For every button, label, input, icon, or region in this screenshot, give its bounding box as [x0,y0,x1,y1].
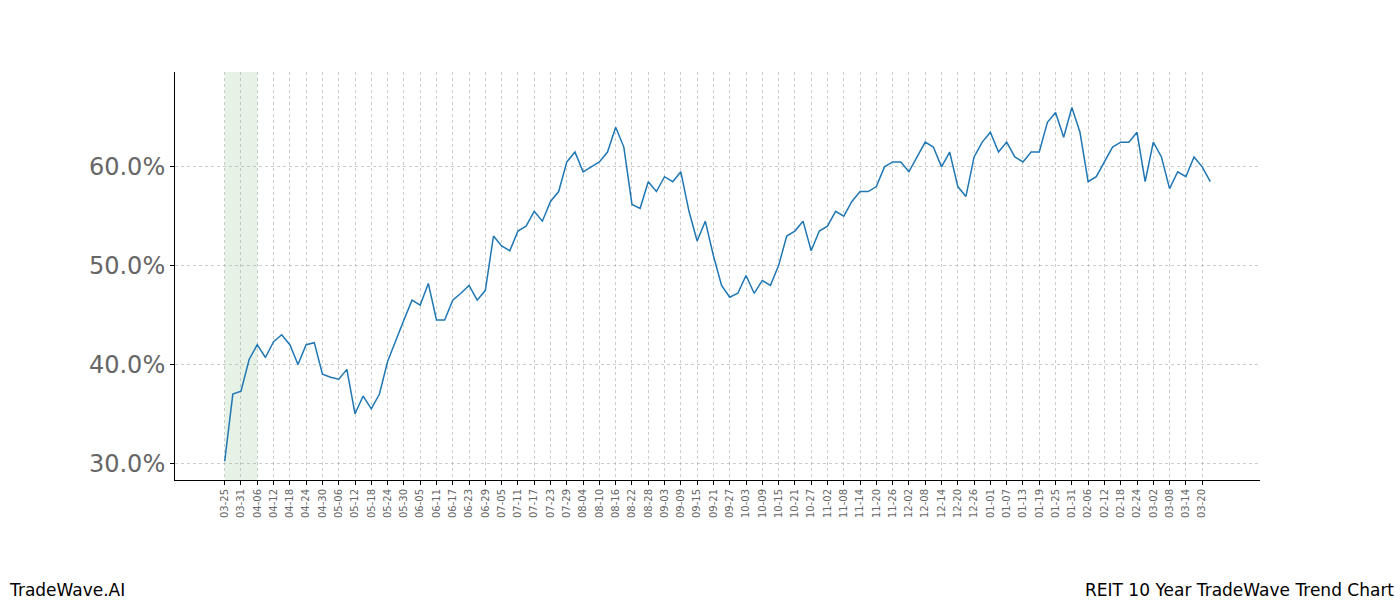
svg-text:09-21: 09-21 [708,489,719,518]
svg-text:03-08: 03-08 [1164,489,1175,518]
svg-text:03-02: 03-02 [1148,489,1159,518]
svg-text:09-15: 09-15 [691,489,702,518]
svg-text:02-06: 02-06 [1082,489,1093,518]
svg-text:07-23: 07-23 [545,489,556,518]
svg-text:11-02: 11-02 [822,489,833,518]
svg-text:05-30: 05-30 [398,489,409,518]
svg-text:04-30: 04-30 [317,489,328,518]
svg-text:12-14: 12-14 [936,489,947,518]
svg-text:12-26: 12-26 [968,489,979,518]
svg-text:06-23: 06-23 [463,489,474,518]
svg-text:04-12: 04-12 [268,489,279,518]
svg-text:05-18: 05-18 [366,489,377,518]
svg-text:11-14: 11-14 [854,489,865,518]
svg-text:03-31: 03-31 [235,489,246,518]
svg-text:07-05: 07-05 [496,489,507,518]
svg-text:07-17: 07-17 [528,489,539,518]
svg-text:03-20: 03-20 [1196,489,1207,518]
svg-text:04-06: 04-06 [252,489,263,518]
svg-text:06-17: 06-17 [447,489,458,518]
svg-text:09-27: 09-27 [724,489,735,518]
svg-text:01-19: 01-19 [1034,489,1045,518]
svg-text:10-15: 10-15 [773,489,784,518]
svg-text:08-28: 08-28 [643,489,654,518]
svg-text:03-25: 03-25 [219,489,230,518]
svg-text:08-04: 08-04 [577,489,588,518]
svg-text:09-09: 09-09 [675,489,686,518]
svg-text:01-31: 01-31 [1066,489,1077,518]
svg-text:09-03: 09-03 [659,489,670,518]
svg-text:2024-03-25 to 2024-04-05: 2024-03-25 to 2024-04-05 [1142,0,1367,1]
svg-text:11-20: 11-20 [871,489,882,518]
svg-text:04-18: 04-18 [284,489,295,518]
svg-text:11-26: 11-26 [887,489,898,518]
svg-text:10-03: 10-03 [740,489,751,518]
svg-text:10-21: 10-21 [789,489,800,518]
svg-text:50.0%: 50.0% [89,252,165,280]
svg-text:01-13: 01-13 [1017,489,1028,518]
svg-text:12-02: 12-02 [903,489,914,518]
svg-text:05-24: 05-24 [382,489,393,518]
svg-text:01-07: 01-07 [1001,489,1012,518]
svg-text:05-06: 05-06 [333,489,344,518]
svg-text:06-11: 06-11 [431,489,442,518]
svg-text:02-24: 02-24 [1131,489,1142,518]
svg-text:07-29: 07-29 [561,489,572,518]
svg-text:01-25: 01-25 [1050,489,1061,518]
svg-text:10-27: 10-27 [805,489,816,518]
svg-text:07-11: 07-11 [512,489,523,518]
svg-text:12-20: 12-20 [952,489,963,518]
svg-text:08-22: 08-22 [626,489,637,518]
svg-text:TradeWave.AI: TradeWave.AI [9,580,125,600]
svg-text:11-08: 11-08 [838,489,849,518]
svg-text:REIT 10 Year TradeWave Trend C: REIT 10 Year TradeWave Trend Chart [1085,580,1394,600]
svg-text:12-08: 12-08 [919,489,930,518]
svg-text:04-24: 04-24 [300,489,311,518]
svg-text:10-09: 10-09 [757,489,768,518]
svg-text:03-14: 03-14 [1180,489,1191,518]
svg-text:30.0%: 30.0% [89,450,165,478]
svg-text:06-29: 06-29 [480,489,491,518]
svg-text:08-16: 08-16 [610,489,621,518]
svg-text:06-05: 06-05 [414,489,425,518]
svg-text:05-12: 05-12 [349,489,360,518]
svg-text:60.0%: 60.0% [89,153,165,181]
svg-text:08-10: 08-10 [594,489,605,518]
svg-text:01-01: 01-01 [985,489,996,518]
svg-text:40.0%: 40.0% [89,351,165,379]
svg-text:02-18: 02-18 [1115,489,1126,518]
svg-text:02-12: 02-12 [1099,489,1110,518]
